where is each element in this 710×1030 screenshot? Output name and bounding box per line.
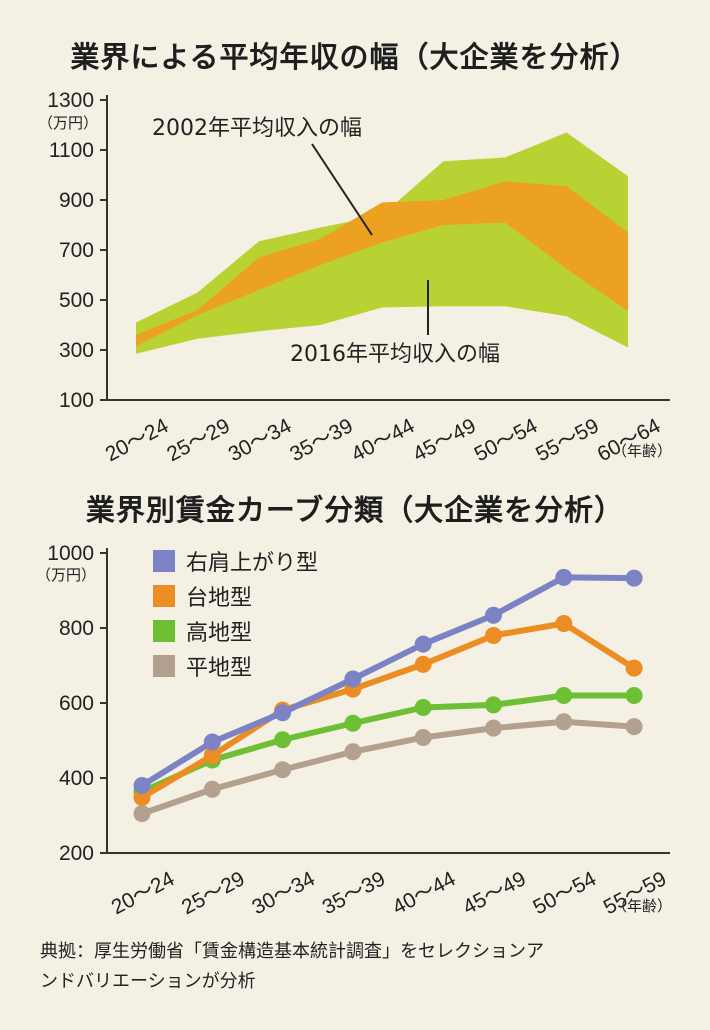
annotation-2002-leader [311,143,373,236]
y-tick-label: 600 [59,692,94,715]
chart1-title: 業界による平均年収の幅（大企業を分析） [70,40,640,74]
y-tick-label: 400 [59,767,94,790]
y-tick-label: 300 [59,339,94,362]
series-1-point [625,687,643,704]
x-tick-label: 40～44 [389,867,460,919]
series-0-point [274,761,292,779]
y-tick-label: 1300 [47,89,94,112]
series-3-point [274,704,292,722]
x-tick-label: 30～34 [225,414,296,466]
series-0-point [485,719,502,737]
y-tick-label: 800 [59,617,94,640]
x-tick-label: 25～29 [178,867,249,919]
legend-swatch [153,550,175,572]
x-tick-label: 20～24 [102,414,173,466]
y-tick-label: 700 [59,239,94,262]
source-line-1: 典拠：厚生労働省「賃金構造基本統計調査」をセレクションア [40,941,544,962]
series-3-point [344,670,362,688]
annotation-2016: 2016年平均収入の幅 [290,342,500,367]
area-band-1 [136,181,628,347]
x-tick-label: 20～24 [108,867,179,919]
series-1-point [555,687,573,704]
series-0-point [625,718,643,736]
series-1-point [344,714,362,732]
source-note: 典拠：厚生労働省「賃金構造基本統計調査」をセレクションア ンドバリエーションが分… [40,937,680,997]
series-2-point [485,627,502,644]
chart2-title: 業界別賃金カーブ分類（大企業を分析） [85,493,625,527]
series-2-point [555,615,573,632]
x-tick-label: 50～54 [529,867,600,919]
y-tick-label: 1000 [47,542,94,565]
legend-swatch [153,655,175,677]
series-line-3 [139,574,638,789]
y-tick-label: 900 [59,189,94,212]
x-tick-label: 45～49 [459,867,530,919]
y-tick-label: 1100 [49,139,94,162]
legend-label: 平地型 [186,656,252,681]
x-tick-label: 40～44 [348,414,419,466]
series-3-point [555,568,573,586]
x-unit-label: （年齢） [612,442,672,460]
source-line-2: ンドバリエーションが分析 [40,971,256,992]
legend-label: 台地型 [186,586,252,611]
x-tick-label: 35～39 [286,414,357,466]
x-tick-label: 35～39 [319,867,390,919]
series-1-point [414,699,432,716]
series-3-point [203,733,221,751]
x-unit-label: （年齢） [612,897,672,915]
y-tick-label: 500 [59,289,94,312]
y-tick-label: 200 [59,842,94,865]
legend-label: 右肩上がり型 [186,551,318,576]
y-tick-label: 100 [59,389,94,412]
wage-curve-line-chart: 200 400 600 800 1000（万円） 20～24 25～29 30～34 35～39… [36,542,672,919]
x-tick-label: 30～34 [248,867,319,919]
series-1-point [274,731,292,749]
series-2-point [414,655,432,673]
series-3-point [625,569,643,587]
series-2-point [203,747,221,764]
series-0-point [203,780,221,798]
series-line-2 [139,620,638,801]
legend-swatch [153,585,175,607]
y-unit-label: （万円） [38,114,98,132]
x-tick-label: 25～29 [163,414,234,466]
legend-swatch [153,620,175,642]
x-tick-label: 50～54 [471,414,542,466]
income-range-area-chart: 100 300 500 700 900 1100 1300 （万円） 20～2425～2930～… [38,89,672,466]
x-tick-label: 55～59 [532,414,603,466]
series-3-point [414,635,432,653]
series-0-point [133,805,151,823]
series-3-point [485,606,502,624]
series-2-point [625,659,643,677]
series-1-point [485,696,502,714]
series-2-point [133,789,151,806]
series-0-point [414,729,432,746]
series-0-point [344,743,362,761]
x-tick-label: 45～49 [409,414,480,466]
annotation-2002: 2002年平均収入の幅 [152,116,362,141]
legend-label: 高地型 [186,621,252,646]
series-line-1 [139,692,638,795]
y-unit-label: （万円） [36,566,96,584]
series-3-point [133,777,151,794]
series-line-0 [139,718,638,817]
series-0-point [555,713,573,731]
